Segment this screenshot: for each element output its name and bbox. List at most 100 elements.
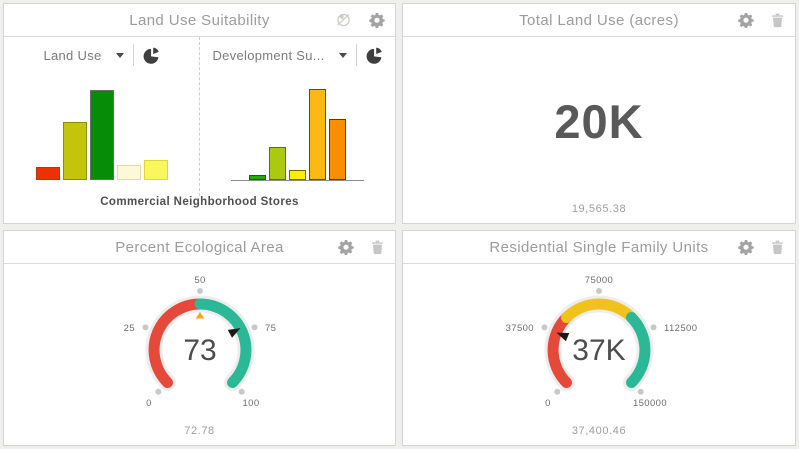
chart-toolbar: Land Use [43,40,159,70]
gauge-exact-value: 72.78 [184,425,215,437]
gauge-body: 0 25 50 75 100 73 [4,264,395,445]
panel-title: Residential Single Family Units [489,238,709,256]
tick-dot [541,324,548,331]
category-label: Commercial Neighborhood Stores [100,196,299,208]
tick-label: 0 [545,398,551,409]
tick-dot [142,324,148,331]
tick-label: 112500 [664,323,697,334]
gauge-exact-value: 37,400.46 [571,425,627,437]
pie-chart-icon [366,47,382,64]
bar [309,88,326,180]
tick-dot [154,388,161,395]
settings-button[interactable] [738,12,754,28]
visibility-off-icon [337,13,350,27]
chart-toolbar: Development Su... [212,40,382,70]
chevron-down-icon [338,52,347,58]
settings-button[interactable] [369,12,385,28]
tick-dot [238,388,245,395]
gauge-value: 37K [572,334,625,367]
chart-type-toggle-button[interactable] [366,47,383,64]
visibility-toggle-button[interactable] [334,12,353,28]
chart-half-land-use: Land Use [4,37,199,196]
gauge-segment [626,312,651,388]
tick-dot [596,288,602,294]
bar-chart-land-use [35,84,168,180]
bar [249,175,266,180]
panel-header: Land Use Suitability [4,4,395,37]
panel-title: Percent Ecological Area [115,238,284,256]
pie-chart-icon [143,47,159,64]
tick-label: 100 [242,398,259,409]
tick-label: 150000 [633,398,667,409]
tick-dot [196,288,203,294]
gear-icon [338,240,354,255]
trash-icon [772,13,783,28]
indicator-body: 20K [403,37,795,223]
gauge-value: 73 [183,334,216,367]
panel-header: Total Land Use (acres) [403,4,795,37]
tick-dot [650,324,657,331]
tick-label: 75000 [585,275,613,286]
gauge-segment [194,298,251,388]
settings-button[interactable] [338,239,354,255]
dual-chart-body: Land Use [4,37,395,196]
indicator-value: 20K [554,94,644,148]
bar [329,118,346,180]
bar [116,164,141,180]
trash-icon [772,240,783,255]
bar [89,89,114,180]
tick-label: 25 [123,323,134,334]
tick-label: 0 [146,398,152,409]
tick-dot [554,388,561,395]
tick-label: 75 [265,323,276,334]
toolbar-divider [355,44,357,66]
gauge-segment [547,312,572,388]
bar [62,122,87,180]
tick-dot [637,388,644,395]
bar [269,147,286,180]
dropdown-label: Land Use [43,47,102,63]
development-suitability-field-dropdown[interactable]: Development Su... [212,47,347,63]
panel-total-land-use: Total Land Use (acres) 20K 19 [402,3,796,224]
gauge-body: 0 37500 75000 112500 150000 37K [403,264,795,445]
bar [35,166,60,180]
indicator-exact-value: 19,565.38 [571,203,627,215]
panel-title: Land Use Suitability [129,11,270,29]
delete-widget-button[interactable] [370,239,385,255]
header-icons [738,4,785,36]
gauge-segment [148,298,205,388]
header-icons [334,4,385,36]
dropdown-label: Development Su... [212,47,325,63]
panel-header: Residential Single Family Units [403,231,795,264]
panel-title: Total Land Use (acres) [519,11,679,29]
delete-widget-button[interactable] [770,239,785,255]
chevron-down-icon [115,52,124,58]
bar [143,159,168,180]
tick-label: 37500 [506,323,534,334]
delete-widget-button[interactable] [770,12,785,28]
gear-icon [738,13,754,28]
panel-residential-single-family-units: Residential Single Family Units [402,230,796,446]
needle-icon [556,332,570,342]
bar [289,170,306,180]
target-marker-icon [195,312,204,319]
chart-half-development-suitability: Development Su... [199,37,395,196]
panel-header: Percent Ecological Area [4,231,395,264]
header-icons [738,231,785,263]
settings-button[interactable] [738,239,754,255]
panel-percent-ecological-area: Percent Ecological Area [3,230,396,446]
gauge-segment [561,298,637,323]
toolbar-divider [132,44,134,66]
gauge-chart: 0 25 50 75 100 73 [123,275,276,409]
bar-chart-development-suitability [231,84,364,181]
needle-icon [227,328,240,338]
header-icons [338,231,385,263]
gauge-chart: 0 37500 75000 112500 150000 37K [506,275,697,409]
tick-label: 50 [194,275,205,286]
trash-icon [372,240,383,255]
gear-icon [369,13,385,28]
chart-type-toggle-button[interactable] [143,47,160,64]
gear-icon [738,240,754,255]
land-use-field-dropdown[interactable]: Land Use [43,47,124,63]
